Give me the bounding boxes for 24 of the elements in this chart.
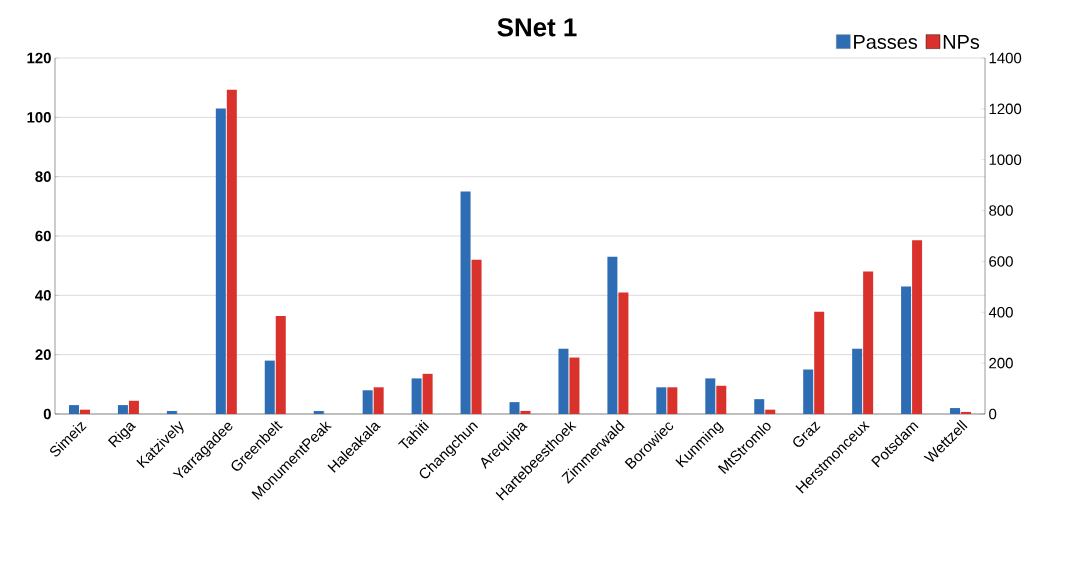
y2-tick-label: 1000 (989, 154, 1022, 165)
y-tick-label: 0 (43, 408, 51, 420)
bar (166, 411, 177, 414)
y-tick-label: 20 (35, 349, 51, 360)
y-tick-label: 80 (35, 171, 51, 182)
y-tick-label: 100 (27, 112, 51, 123)
y-tick-label: 60 (35, 230, 51, 242)
y2-tick-label: 1400 (989, 52, 1022, 64)
y-tick-label: 40 (35, 290, 51, 301)
y-tick-label: 120 (27, 52, 51, 64)
y2-tick-label: 600 (989, 256, 1013, 267)
bar (863, 271, 874, 414)
bar (814, 311, 825, 414)
bar (313, 411, 324, 414)
bar (754, 399, 765, 414)
legend-label: Passes (854, 35, 918, 49)
chart-title: SNet 1 (497, 18, 577, 37)
bar (509, 402, 520, 414)
y2-tick-label: 0 (989, 408, 997, 420)
y2-tick-label: 800 (989, 205, 1013, 216)
y2-tick-label: 1200 (989, 103, 1022, 115)
y2-tick-label: 200 (989, 357, 1013, 369)
y2-tick-label: 400 (988, 306, 1013, 318)
legend-label: NPs (943, 35, 980, 49)
